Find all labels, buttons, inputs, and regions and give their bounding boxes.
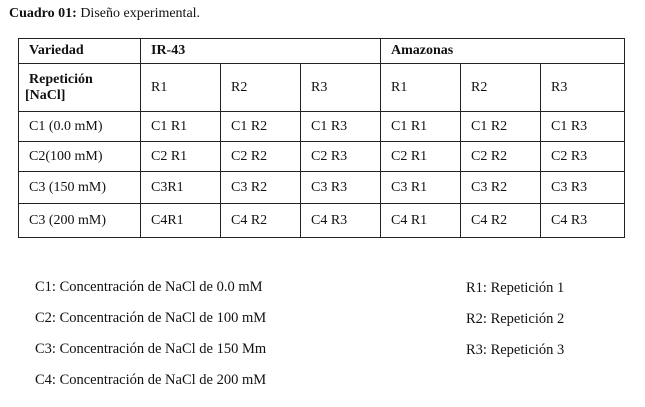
note-right: R3: Repetición 3 bbox=[466, 342, 565, 358]
table-row: C3 (200 mM) C4R1 C4 R2 C4 R3 C4 R1 C4 R2 C4 R3 bbox=[18, 203, 625, 238]
row-label: C2(100 mM) bbox=[18, 141, 141, 172]
table-cell: C1 R3 bbox=[300, 111, 381, 142]
table-cell: C2 R3 bbox=[300, 141, 381, 172]
table-cell: C4 R2 bbox=[460, 203, 541, 238]
table-cell: C2 R2 bbox=[460, 141, 541, 172]
subheader-cell: R2 bbox=[220, 63, 301, 112]
note-left: C2: Concentración de NaCl de 100 mM bbox=[35, 310, 267, 326]
subheader-label-line: [NaCl] bbox=[25, 87, 66, 103]
note-right: R2: Repetición 2 bbox=[466, 311, 565, 327]
table-cell: C1 R1 bbox=[380, 111, 461, 142]
row-label: C1 (0.0 mM) bbox=[18, 111, 141, 142]
table-cell: C4 R2 bbox=[220, 203, 301, 238]
caption-label: Cuadro 01: bbox=[9, 6, 77, 21]
header-cell: Variedad bbox=[18, 38, 141, 64]
table-cell: C1 R2 bbox=[460, 111, 541, 142]
table-cell: C3 R2 bbox=[220, 171, 301, 204]
table-cell: C3 R3 bbox=[540, 171, 625, 204]
subheader-cell: R1 bbox=[140, 63, 221, 112]
subheader-cell: R3 bbox=[540, 63, 625, 112]
table-row: C3 (150 mM) C3R1 C3 R2 C3 R3 C3 R1 C3 R2 C3 R3 bbox=[18, 171, 625, 204]
subheader-row: Repetición [NaCl] R1 R2 R3 R1 R2 R3 bbox=[18, 63, 625, 112]
note-left: C3: Concentración de NaCl de 150 Mm bbox=[35, 341, 267, 357]
table-cell: C3 R1 bbox=[380, 171, 461, 204]
table-cell: C2 R3 bbox=[540, 141, 625, 172]
table-cell: C3R1 bbox=[140, 171, 221, 204]
table-cell: C4 R3 bbox=[540, 203, 625, 238]
table-row: C2(100 mM) C2 R1 C2 R2 C2 R3 C2 R1 C2 R2 C2 R3 bbox=[18, 141, 625, 172]
table-row: C1 (0.0 mM) C1 R1 C1 R2 C1 R3 C1 R1 C1 R2 C1 R… bbox=[18, 111, 625, 142]
row-label: C3 (200 mM) bbox=[18, 203, 141, 238]
table: Variedad IR-43 Amazonas Repetición [NaCl] R1 R… bbox=[18, 38, 625, 238]
table-cell: C3 R2 bbox=[460, 171, 541, 204]
note-left: C1: Concentración de NaCl de 0.0 mM bbox=[35, 279, 263, 295]
header-row: Variedad IR-43 Amazonas bbox=[18, 38, 625, 64]
table-cell: C4 R1 bbox=[380, 203, 461, 238]
table-cell: C2 R1 bbox=[380, 141, 461, 172]
header-cell: IR-43 bbox=[140, 38, 381, 64]
subheader-cell: R2 bbox=[460, 63, 541, 112]
subheader-label-line: Repetición bbox=[29, 71, 93, 87]
table-cell: C1 R2 bbox=[220, 111, 301, 142]
table-cell: C1 R3 bbox=[540, 111, 625, 142]
table-cell: C3 R3 bbox=[300, 171, 381, 204]
subheader-label: Repetición [NaCl] bbox=[18, 63, 141, 112]
subheader-cell: R1 bbox=[380, 63, 461, 112]
table-cell: C2 R2 bbox=[220, 141, 301, 172]
caption: Cuadro 01: Diseño experimental. bbox=[9, 6, 200, 22]
table-cell: C4 R3 bbox=[300, 203, 381, 238]
table-cell: C1 R1 bbox=[140, 111, 221, 142]
caption-text: Diseño experimental. bbox=[80, 6, 201, 21]
table-cell: C4R1 bbox=[140, 203, 221, 238]
header-cell: Amazonas bbox=[380, 38, 625, 64]
note-left: C4: Concentración de NaCl de 200 mM bbox=[35, 372, 267, 388]
note-right: R1: Repetición 1 bbox=[466, 280, 565, 296]
subheader-cell: R3 bbox=[300, 63, 381, 112]
row-label: C3 (150 mM) bbox=[18, 171, 141, 204]
table-cell: C2 R1 bbox=[140, 141, 221, 172]
